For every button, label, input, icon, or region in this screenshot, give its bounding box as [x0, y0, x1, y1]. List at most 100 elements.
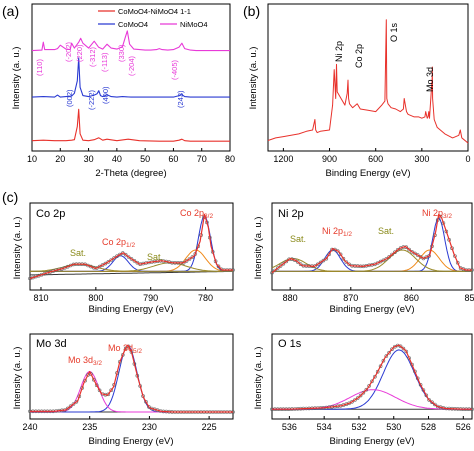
co2p-frame: [29, 202, 234, 291]
xrd-legend: CoMoO4-NiMoO4 1-1 CoMoO4 NiMoO4: [98, 7, 208, 29]
ni2p-lines: [270, 213, 474, 275]
raw-data-point: [135, 260, 140, 265]
raw-data-point: [424, 255, 429, 260]
peak-label: (-222): [87, 89, 96, 110]
x-tick-label: 50: [140, 154, 150, 164]
raw-data-point: [335, 249, 340, 253]
raw-data-point: [390, 347, 394, 352]
raw-data-point: [216, 264, 221, 269]
raw-data-point: [410, 250, 414, 254]
raw-data-point: [187, 257, 192, 261]
raw-data-point: [318, 260, 323, 265]
raw-data-point: [338, 252, 343, 257]
mo3d-peak52-main: Mo 3d: [108, 343, 133, 353]
x-tick-label: 20: [55, 154, 65, 164]
xrd-series-blue: [31, 57, 230, 98]
peak-label: (-204): [127, 55, 136, 76]
o1s-lines: [270, 343, 474, 412]
peak-label: (-312): [88, 46, 97, 67]
raw-data-point: [97, 388, 102, 393]
raw-data-point: [112, 256, 116, 260]
annotation-o1s: O 1s: [389, 22, 399, 42]
mo3d-peak32-sub: 3/2: [93, 360, 102, 367]
o1s-ylabel: Intensity (a. u.): [253, 347, 264, 410]
xrd-lines: [31, 30, 230, 142]
raw-data-point: [129, 257, 134, 261]
co2p-peak32: Co 2p3/2: [180, 208, 213, 220]
raw-data-point: [370, 379, 374, 384]
ni2p-sat2: Sat.: [378, 226, 394, 236]
ni2p-sat-879: [271, 258, 472, 272]
x-tick-label: 300: [414, 154, 429, 164]
mo3d-peak52-sub: 5/2: [133, 348, 142, 355]
raw-data-point: [92, 377, 96, 382]
raw-data-point: [83, 378, 87, 383]
raw-data-point: [132, 258, 137, 263]
raw-data-point: [424, 393, 429, 398]
raw-data-point: [415, 253, 420, 257]
raw-data-point: [384, 354, 389, 358]
raw-data-point: [367, 384, 371, 388]
x-tick-label: 534: [317, 422, 332, 432]
panel-label-c: (c): [2, 189, 18, 205]
ni2p-title: Ni 2p: [278, 208, 304, 220]
raw-data-point: [387, 255, 391, 259]
xrd-series-red: [31, 108, 230, 142]
annotation-mo3d: Mo 3d: [425, 67, 435, 92]
x-tick-label: 240: [22, 422, 37, 432]
ni2p-ticks: 880 870 860 850: [283, 287, 474, 303]
raw-data-point: [398, 344, 403, 349]
o1s-fit-envelope: [272, 344, 472, 410]
co2p-sat2: Sat.: [147, 252, 163, 262]
ni2p-sat1: Sat.: [290, 234, 306, 244]
co2p-background: [30, 270, 233, 276]
peak-label: (220): [75, 44, 84, 62]
raw-data-point: [433, 402, 437, 407]
x-tick-label: 530: [386, 422, 401, 432]
co2p-sat1: Sat.: [70, 248, 86, 258]
x-tick-label: 850: [464, 293, 474, 303]
x-tick-label: 800: [88, 293, 103, 303]
mo3d-lines: [28, 344, 235, 414]
o1s-xlabel: Binding Energy (eV): [329, 436, 414, 447]
raw-data-point: [65, 406, 70, 411]
ni2p-peak32-main: Ni 2p: [422, 208, 443, 218]
raw-data-point: [295, 260, 300, 264]
co2p-ticks: 810 800 790 780: [33, 287, 213, 303]
raw-data-point: [378, 259, 383, 264]
co2p-peak12: Co 2p1/2: [102, 237, 135, 249]
raw-data-point: [378, 364, 383, 369]
xrd-ticks: 10 20 30 40 50 60 70 80: [27, 148, 235, 164]
raw-data-point: [361, 390, 366, 395]
mo3d-peak52: Mo 3d5/2: [108, 343, 142, 355]
ni2p-frame: [271, 202, 473, 291]
x-tick-label: 860: [404, 293, 419, 303]
peak-label: (243): [176, 90, 185, 108]
x-tick-label: 1200: [273, 154, 293, 164]
co2p-xlabel: Binding Energy (eV): [88, 304, 173, 315]
raw-data-point: [373, 374, 377, 379]
raw-data-point: [147, 405, 151, 409]
raw-data-point: [284, 259, 289, 264]
co2p-lines: [28, 213, 235, 281]
mo3d-ylabel: Intensity (a. u.): [12, 347, 23, 410]
co2p-peak12-main: Co 2p: [102, 237, 126, 247]
raw-data-point: [106, 392, 111, 397]
co2p-title: Co 2p: [36, 208, 65, 220]
survey-lines: [267, 19, 469, 144]
x-tick-label: 900: [322, 154, 337, 164]
raw-data-point: [353, 398, 357, 402]
x-tick-label: 536: [282, 422, 297, 432]
x-tick-label: 780: [198, 293, 213, 303]
x-tick-label: 70: [197, 154, 207, 164]
raw-data-point: [347, 262, 351, 267]
x-tick-label: 528: [421, 422, 436, 432]
raw-data-point: [106, 260, 111, 264]
ni2p-peak12: Ni 2p1/2: [322, 226, 352, 238]
peak-label: (-113): [100, 52, 109, 72]
mo3d-title: Mo 3d: [36, 338, 67, 350]
ni2p-xlabel: Binding Energy (eV): [329, 304, 414, 315]
mo3d-xlabel: Binding Energy (eV): [88, 436, 173, 447]
raw-data-point: [390, 252, 394, 257]
